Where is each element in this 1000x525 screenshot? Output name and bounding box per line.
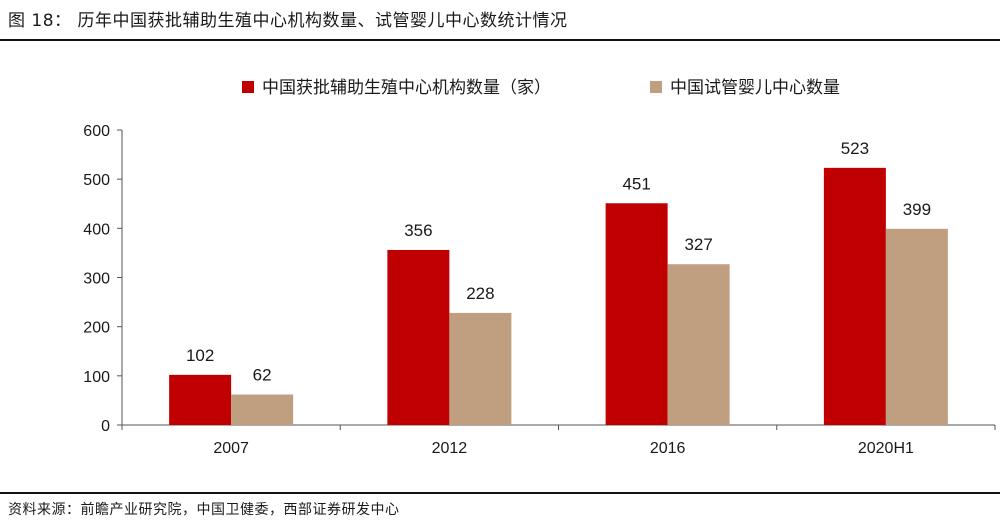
data-label: 523 (841, 139, 869, 158)
bar-series1-2016 (605, 203, 668, 425)
y-tick-label: 200 (83, 320, 110, 337)
y-tick-label: 0 (101, 418, 110, 435)
legend-swatch-2 (650, 81, 662, 93)
x-tick-label: 2016 (650, 440, 686, 457)
legend-swatch-1 (242, 81, 254, 93)
data-label: 399 (903, 200, 931, 219)
source-note: 资料来源：前瞻产业研究院，中国卫健委，西部证券研发中心 (8, 502, 400, 518)
y-tick-label: 100 (83, 369, 110, 386)
y-tick-label: 400 (83, 221, 110, 238)
data-label: 228 (466, 284, 494, 303)
x-tick-label: 2007 (213, 440, 249, 457)
data-label: 62 (253, 366, 272, 385)
bar-series1-2012 (387, 249, 450, 425)
y-tick-label: 500 (83, 172, 110, 189)
bar-series2-2012 (449, 312, 512, 425)
bar-series1-2007 (169, 374, 232, 425)
legend-label-1: 中国获批辅助生殖中心机构数量（家） (262, 78, 551, 98)
title-rule (0, 39, 1000, 41)
legend-label-2: 中国试管婴儿中心数量 (670, 78, 840, 98)
bar-series2-2016 (667, 264, 730, 425)
data-label: 327 (684, 235, 712, 254)
bar-series1-2020H1 (823, 167, 886, 425)
bar-series2-2020H1 (885, 228, 948, 425)
bar-series2-2007 (231, 394, 294, 425)
data-label: 102 (186, 346, 214, 365)
y-tick-label: 300 (83, 271, 110, 288)
x-tick-label: 2012 (432, 440, 468, 457)
data-label: 451 (622, 174, 650, 193)
source-rule (0, 492, 1000, 494)
data-label: 356 (404, 221, 432, 240)
bar-chart: 中国获批辅助生殖中心机构数量（家） 中国试管婴儿中心数量 0 100 200 300 400… (83, 78, 996, 457)
figure-title: 图 18： 历年中国获批辅助生殖中心机构数量、试管婴儿中心数统计情况 (8, 11, 568, 31)
x-tick-label: 2020H1 (858, 440, 914, 457)
y-tick-label: 600 (83, 123, 110, 140)
